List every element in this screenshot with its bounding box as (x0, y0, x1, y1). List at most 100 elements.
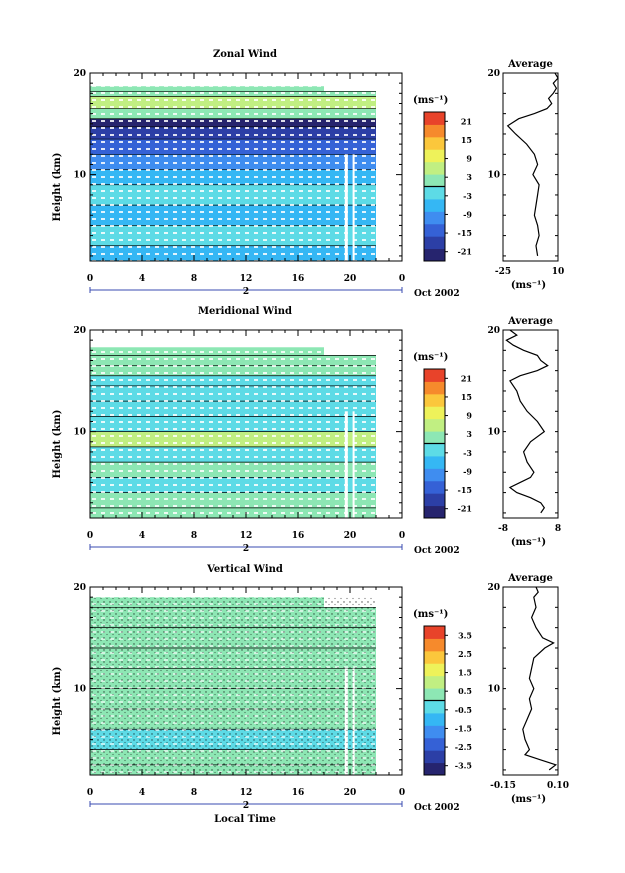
colorbar-segment (424, 418, 445, 432)
profile-title: Average (507, 573, 553, 584)
y-tick-label: 20 (73, 69, 86, 79)
x-tick-label: 0 (399, 788, 405, 798)
profile-unit: (ms⁻¹) (511, 280, 546, 291)
profile-ticks (503, 586, 558, 771)
colorbar-segment (424, 675, 445, 689)
profile-x-tick-label: -8 (498, 524, 508, 534)
x-tick-label: 20 (344, 274, 357, 284)
colorbar (423, 625, 448, 776)
day-label: 2 (243, 801, 249, 811)
profile-x-tick-label: 10 (552, 267, 565, 277)
colorbar-unit: (ms⁻¹) (413, 352, 448, 363)
day-label: 2 (243, 287, 249, 297)
colorbar-segment (424, 455, 445, 469)
x-tick-label: 12 (240, 531, 253, 541)
x-tick-label: 8 (191, 531, 197, 541)
x-tick-label: 12 (240, 274, 253, 284)
date-label: Oct 2002 (414, 289, 460, 299)
day-axis-ends (89, 544, 403, 550)
x-tick-label: 20 (344, 788, 357, 798)
colorbar-tick-label: -0.5 (455, 705, 472, 715)
colorbar-segment (424, 236, 445, 250)
colorbar-segment (424, 663, 445, 677)
profile-y-tick-label: 20 (487, 583, 500, 593)
profile-y-tick-label: 10 (487, 171, 500, 181)
colorbar-tick-label: 21 (461, 373, 472, 383)
profile-y-tick-label: 20 (487, 69, 500, 79)
axis-ticks (89, 72, 403, 261)
colorbar-segment (424, 248, 445, 262)
date-label: Oct 2002 (414, 546, 460, 556)
profile-ticks (503, 72, 558, 257)
day-label: 2 (243, 544, 249, 554)
colorbar-tick-label: 21 (461, 116, 472, 126)
profile-line (522, 586, 558, 771)
colorbar-tick-label: -1.5 (455, 723, 472, 733)
meridional-wind-panel: Meridional Wind 10 20 Height (km) 0 4 8 … (52, 306, 561, 556)
colorbar-tick-label: -3 (463, 448, 472, 458)
colorbar-segment (424, 136, 445, 150)
profile-x-tick-labels: -0.15 0.10 (490, 781, 569, 791)
y-axis-label: Height (km) (52, 667, 63, 736)
x-tick-label: 0 (87, 274, 93, 284)
colorbar-segment (424, 223, 445, 237)
colorbar-tick-label: 3.5 (458, 630, 472, 640)
colorbar-segment (424, 149, 445, 163)
colorbar-segment (424, 443, 445, 457)
y-tick-label: 20 (73, 326, 86, 336)
x-tick-label: 0 (87, 531, 93, 541)
day-axis (89, 801, 403, 807)
x-tick-label: 20 (344, 531, 357, 541)
day-axis (89, 544, 403, 550)
y-tick-label: 20 (73, 583, 86, 593)
colorbar-segment (424, 700, 445, 714)
profile-unit: (ms⁻¹) (511, 537, 546, 548)
day-axis-ends (89, 287, 403, 293)
colorbar-segment (424, 112, 445, 125)
day-axis-ends (89, 801, 403, 807)
panel-title: Zonal Wind (213, 49, 277, 60)
colorbar-segment (424, 750, 445, 764)
x-tick-label: 0 (399, 531, 405, 541)
profile-x-tick-label: -0.15 (490, 781, 516, 791)
colorbar-segment (424, 650, 445, 664)
vertical-wind-panel: Vertical Wind 10 20 Height (km) 0 4 8 12… (52, 564, 569, 825)
colorbar-segment (424, 725, 445, 739)
colorbar-segment (424, 369, 445, 382)
colorbar-segment (424, 480, 445, 494)
axis-ticks (89, 586, 403, 775)
y-tick-labels: 10 20 (73, 326, 86, 438)
profile-y-tick-label: 10 (487, 685, 500, 695)
colorbar-tick-label: -2.5 (455, 742, 472, 752)
profile-title: Average (507, 59, 553, 70)
profile-frame (502, 72, 559, 262)
profile-title: Average (507, 316, 553, 327)
profile-x-tick-label: -25 (495, 267, 511, 277)
colorbar-segment (424, 381, 445, 395)
x-tick-label: 4 (139, 531, 145, 541)
colorbar (423, 111, 448, 262)
profile-frame (502, 329, 559, 519)
contour-texture (90, 597, 376, 775)
profile-ticks (503, 329, 558, 514)
profile-x-tick-label: 0.10 (547, 781, 569, 791)
x-tick-label: 16 (292, 274, 305, 284)
colorbar-tick-label: -3 (463, 191, 472, 201)
y-axis-label: Height (km) (52, 410, 63, 479)
x-tick-label: 8 (191, 274, 197, 284)
colorbar-segment (424, 638, 445, 652)
profile-line (505, 329, 549, 514)
x-tick-label: 16 (292, 788, 305, 798)
y-tick-labels: 10 20 (73, 69, 86, 181)
colorbar-segment (424, 505, 445, 519)
y-tick-label: 10 (73, 171, 86, 181)
colorbar-tick-labels: 21 15 9 3 -3 -9 -15 -21 (458, 373, 473, 513)
colorbar-tick-label: 9 (466, 154, 472, 164)
profile-y-tick-labels: 10 20 (487, 583, 500, 695)
x-tick-label: 8 (191, 788, 197, 798)
x-tick-label: 4 (139, 788, 145, 798)
colorbar-tick-label: -21 (458, 504, 472, 514)
colorbar-segment (424, 712, 445, 726)
panel-title: Meridional Wind (198, 306, 292, 317)
